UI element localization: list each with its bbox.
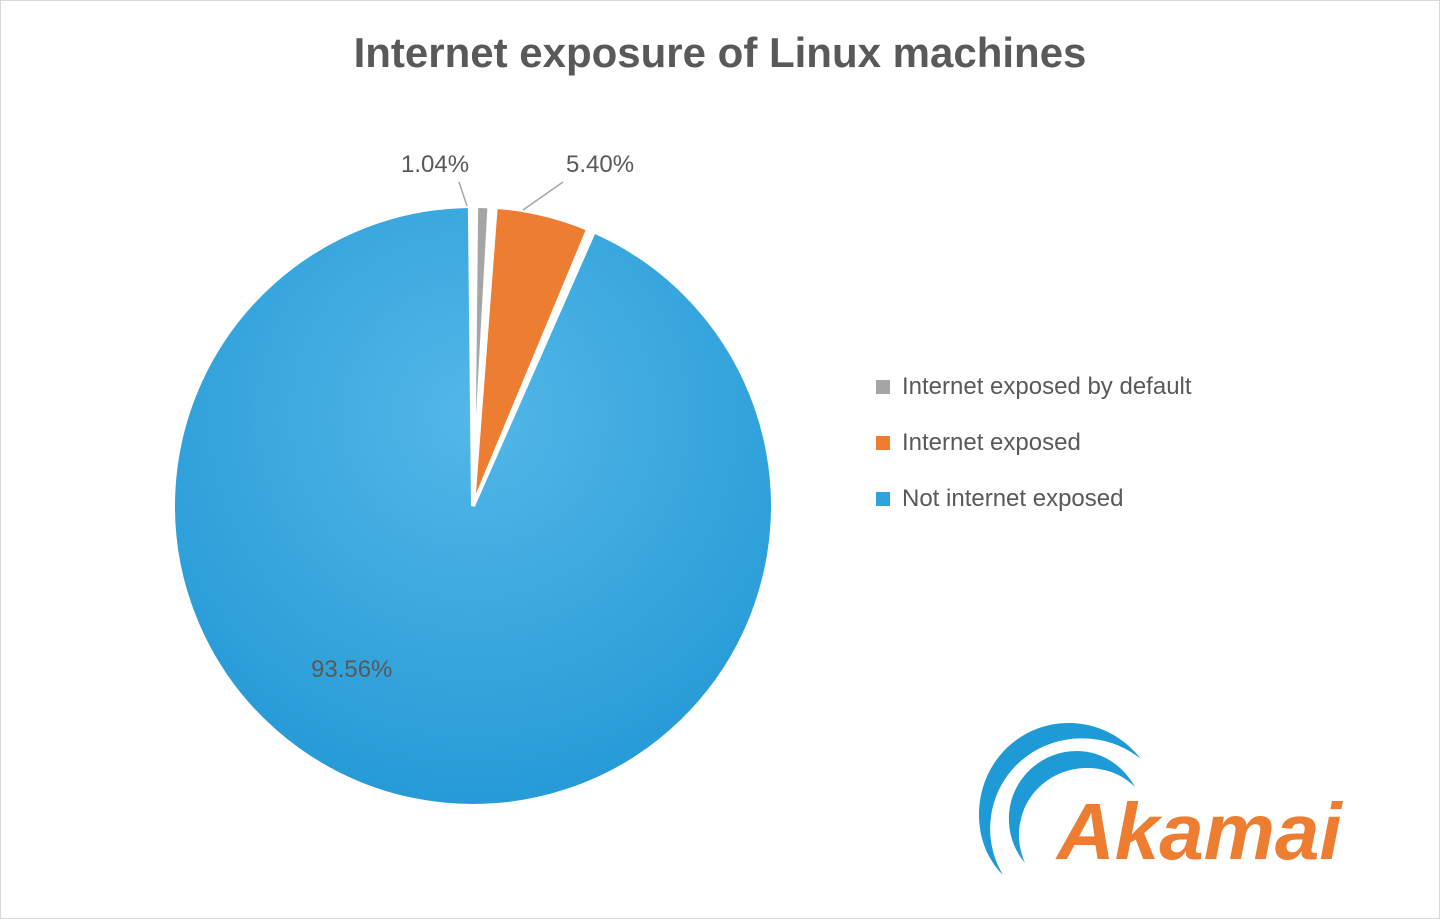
legend: Internet exposed by default Internet exp… (876, 373, 1192, 541)
data-label-exposed-default: 1.04% (401, 151, 469, 179)
legend-swatch-icon (876, 436, 890, 450)
akamai-logo-svg: Akamai (961, 711, 1381, 881)
akamai-logo: Akamai (961, 711, 1381, 886)
data-label-exposed: 5.40% (566, 151, 634, 179)
logo-text: Akamai (1055, 787, 1343, 876)
leader-line-exposed_default (459, 182, 467, 206)
legend-item-exposed: Internet exposed (876, 429, 1192, 457)
legend-label: Internet exposed (902, 429, 1081, 457)
legend-item-exposed-default: Internet exposed by default (876, 373, 1192, 401)
legend-label: Not internet exposed (902, 485, 1123, 513)
legend-swatch-icon (876, 492, 890, 506)
legend-swatch-icon (876, 380, 890, 394)
chart-frame: Internet exposure of Linux machines 1.04… (0, 0, 1440, 919)
data-label-not-exposed: 93.56% (311, 656, 392, 684)
leader-line-exposed (523, 182, 563, 210)
legend-label: Internet exposed by default (902, 373, 1192, 401)
pie-slice-not_exposed (173, 206, 773, 806)
legend-item-not-exposed: Not internet exposed (876, 485, 1192, 513)
